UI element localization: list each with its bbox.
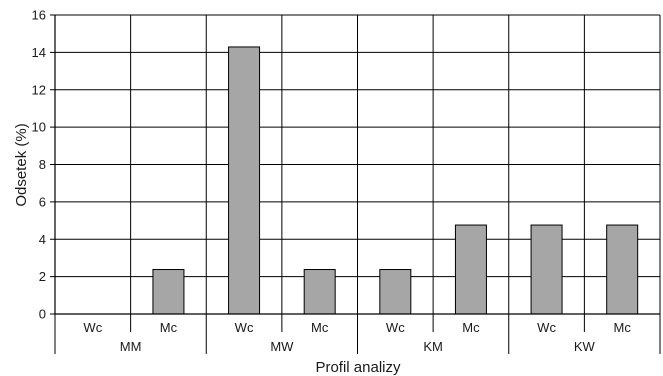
group-label: KM (423, 339, 443, 354)
x-axis-title: Profil analizy (315, 359, 401, 376)
category-label: Wc (235, 320, 254, 335)
y-tick-label: 8 (39, 157, 46, 172)
y-tick-label: 16 (32, 8, 46, 23)
bar (530, 224, 563, 315)
category-label: Mc (462, 320, 480, 335)
bar (303, 269, 336, 315)
group-label: MM (120, 339, 142, 354)
category-label: Mc (614, 320, 632, 335)
bar (379, 269, 412, 315)
bar (152, 269, 185, 315)
bar (606, 224, 639, 315)
tick-labels: 0 2 4 6 8 10 12 14 16 Wc Mc Wc Mc Wc Mc Wc Mc MM MW KM KW (32, 8, 632, 355)
y-tick-label: 2 (39, 269, 46, 284)
gridlines (54, 14, 661, 315)
category-label: Wc (386, 320, 405, 335)
axes (50, 14, 661, 354)
y-tick-label: 14 (32, 45, 46, 60)
y-axis-title: Odsetek (%) (13, 123, 30, 206)
category-label: Mc (311, 320, 329, 335)
group-label: MW (270, 339, 294, 354)
category-label: Wc (537, 320, 556, 335)
y-tick-label: 10 (32, 120, 46, 135)
y-tick-label: 4 (39, 232, 46, 247)
bars (152, 46, 639, 315)
y-tick-label: 6 (39, 194, 46, 209)
group-label: KW (574, 339, 596, 354)
bar (454, 224, 487, 315)
category-label: Wc (83, 320, 102, 335)
bar (228, 46, 261, 315)
y-tick-label: 0 (39, 307, 46, 322)
category-label: Mc (160, 320, 178, 335)
y-tick-label: 12 (32, 82, 46, 97)
